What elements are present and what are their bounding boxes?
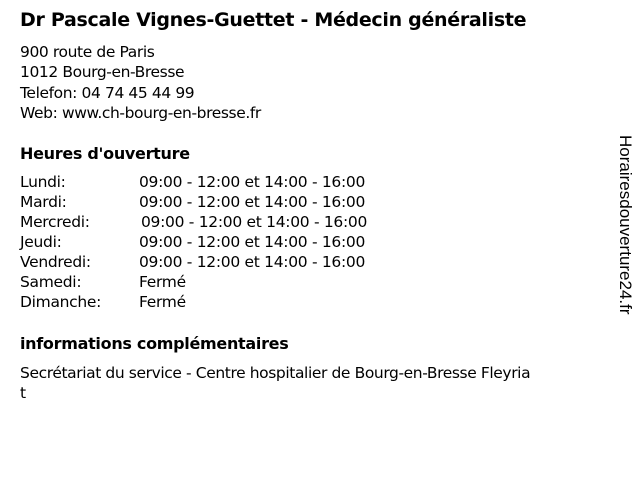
time-value: Fermé	[139, 293, 186, 311]
time-value: 09:00 - 12:00 et 14:00 - 16:00	[139, 173, 366, 191]
time-value: 09:00 - 12:00 et 14:00 - 16:00	[139, 193, 366, 211]
address-city: 1012 Bourg-en-Bresse	[20, 63, 185, 81]
watermark: Horairesdouverture24.fr	[616, 135, 635, 315]
day-label: Dimanche:	[20, 293, 102, 311]
day-label: Lundi:	[20, 173, 66, 191]
page-title: Dr Pascale Vignes-Guettet - Médecin géné…	[20, 9, 527, 31]
time-value: 09:00 - 12:00 et 14:00 - 16:00	[139, 233, 366, 251]
address-street: 900 route de Paris	[20, 43, 155, 61]
time-value: Fermé	[139, 273, 186, 291]
info-text: Secrétariat du service - Centre hospital…	[20, 364, 531, 382]
phone: Telefon: 04 74 45 44 99	[20, 84, 195, 102]
day-label: Samedi:	[20, 273, 82, 291]
website: Web: www.ch-bourg-en-bresse.fr	[20, 104, 261, 122]
hours-heading: Heures d'ouverture	[20, 144, 190, 163]
day-label: Jeudi:	[20, 233, 62, 251]
time-value: 09:00 - 12:00 et 14:00 - 16:00	[139, 253, 366, 271]
info-text-cont: t	[20, 384, 26, 402]
info-heading: informations complémentaires	[20, 334, 289, 353]
time-value: 09:00 - 12:00 et 14:00 - 16:00	[141, 213, 368, 231]
day-label: Mercredi:	[20, 213, 90, 231]
day-label: Mardi:	[20, 193, 67, 211]
day-label: Vendredi:	[20, 253, 91, 271]
